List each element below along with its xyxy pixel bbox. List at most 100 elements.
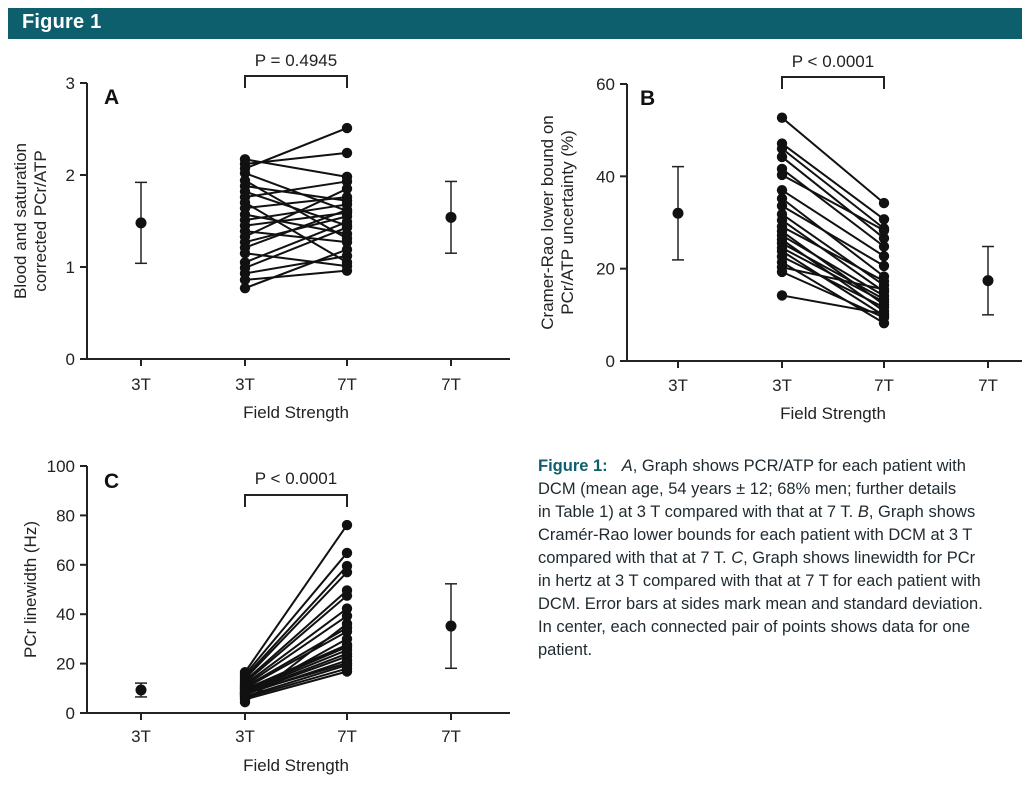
- x-tick-label: 7T: [874, 376, 894, 395]
- x-tick-label: 3T: [131, 727, 151, 746]
- pair-line: [244, 248, 348, 290]
- pair-line: [244, 645, 348, 692]
- x-tick-label: 7T: [441, 375, 461, 394]
- point-7T: [341, 183, 353, 194]
- mean-point: [445, 211, 457, 223]
- point-3T: [776, 193, 788, 204]
- pair-line: [244, 220, 348, 264]
- pair-line: [781, 294, 885, 315]
- pair-line: [244, 209, 348, 249]
- x-axis-label: Field Strength: [243, 756, 349, 775]
- point-3T: [239, 167, 251, 179]
- panel-c: 0 20 40 60 80 100 3T 3T 7T 7T Field Strength PCr li…: [21, 457, 510, 775]
- pair-line: [781, 266, 885, 291]
- pair-line: [244, 211, 348, 227]
- x-tick-label: 7T: [978, 376, 998, 395]
- caption-line: in hertz at 3 T compared with that at 7 …: [538, 570, 1022, 593]
- mean-point: [135, 217, 147, 229]
- point-7T: [341, 222, 353, 233]
- caption-panel-ref: C: [731, 549, 744, 567]
- panel-letter: A: [104, 86, 119, 109]
- y-tick-label: 3: [66, 74, 75, 93]
- summary-7T: [445, 180, 457, 254]
- point-3T: [239, 274, 251, 286]
- pair-line: [781, 116, 885, 204]
- y-axis-label-line: PCr linewidth (Hz): [21, 521, 40, 658]
- caption-line: in Table 1) at 3 T compared with that at…: [538, 501, 1022, 524]
- y-tick-label: 40: [596, 167, 615, 186]
- caption-line: Cramér-Rao lower bounds for each patient…: [538, 524, 1022, 547]
- x-tick-label: 7T: [337, 727, 357, 746]
- y-tick-label: 1: [66, 258, 75, 277]
- pair-line: [244, 630, 348, 690]
- caption-text: , Graph shows linewidth for PCr: [743, 549, 976, 567]
- pair-line: [781, 197, 885, 278]
- point-3T: [776, 169, 788, 181]
- y-axis-label-line: Blood and saturation: [11, 143, 30, 299]
- y-tick-label: 0: [66, 350, 75, 369]
- pair-line: [244, 230, 348, 244]
- pair-line: [244, 664, 348, 698]
- point-7T: [341, 147, 353, 159]
- point-7T: [878, 260, 890, 272]
- caption-line: compared with that at 7 T. C, Graph show…: [538, 547, 1022, 570]
- mean-point: [445, 620, 457, 632]
- figure-banner: Figure 1: [8, 8, 1022, 39]
- pair-line: [244, 196, 348, 210]
- panel-b: 0 20 40 60 3T 3T 7T 7T Field Strength Cramer-Rao …: [538, 52, 1022, 423]
- point-3T: [776, 143, 788, 154]
- point-7T: [341, 519, 353, 531]
- pair-line: [781, 189, 885, 258]
- significance-bracket: [244, 494, 348, 507]
- figure-caption: Figure 1: A, Graph shows PCR/ATP for each…: [538, 455, 1022, 662]
- pair-line: [781, 261, 885, 325]
- caption-text: patient.: [538, 641, 593, 659]
- point-7T: [341, 236, 353, 248]
- pair-line: [244, 662, 348, 695]
- y-tick-label: 2: [66, 166, 75, 185]
- pair-line: [781, 250, 885, 317]
- x-axis-label: Field Strength: [243, 403, 349, 422]
- pair-line: [781, 205, 885, 267]
- pair-line: [244, 615, 348, 687]
- x-tick-label: 7T: [337, 375, 357, 394]
- caption-line: In center, each connected pair of points…: [538, 616, 1022, 639]
- pair-line: [244, 127, 348, 170]
- point-3T: [239, 688, 251, 699]
- point-3T: [239, 248, 251, 259]
- caption-text: In center, each connected pair of points…: [538, 618, 971, 636]
- point-3T: [239, 696, 251, 708]
- point-7T: [341, 191, 353, 203]
- pair-line: [244, 269, 348, 281]
- y-tick-label: 60: [596, 75, 615, 94]
- point-3T: [776, 112, 788, 123]
- y-axis-label-line: PCr/ATP uncertainty (%): [558, 130, 577, 315]
- point-3T: [239, 282, 251, 294]
- point-3T: [776, 266, 788, 278]
- pair-line: [244, 607, 348, 686]
- pair-line: [244, 254, 348, 275]
- summary-3T: [672, 165, 684, 261]
- y-axis-label-line: corrected PCr/ATP: [31, 150, 50, 291]
- x-tick-label: 3T: [235, 727, 255, 746]
- p-value-label: P < 0.0001: [792, 52, 874, 71]
- pair-line: [244, 180, 348, 199]
- point-7T: [341, 567, 353, 578]
- pair-line: [244, 172, 348, 212]
- point-7T: [341, 603, 353, 614]
- y-axis-label: Blood and saturationcorrected PCr/ATP: [11, 143, 50, 299]
- pair-line: [244, 201, 348, 264]
- paired-data: [239, 519, 353, 708]
- caption-text: in Table 1) at 3 T compared with that at…: [538, 503, 858, 521]
- pair-line: [781, 174, 885, 232]
- pair-line: [781, 225, 885, 283]
- y-tick-label: 0: [606, 352, 615, 371]
- pair-line: [244, 638, 348, 697]
- point-7T: [341, 547, 353, 559]
- y-tick-label: 80: [56, 506, 75, 525]
- y-tick-label: 100: [47, 457, 75, 476]
- x-tick-label: 3T: [131, 375, 151, 394]
- pair-line: [244, 589, 348, 682]
- x-tick-label: 3T: [772, 376, 792, 395]
- point-7T: [341, 626, 353, 637]
